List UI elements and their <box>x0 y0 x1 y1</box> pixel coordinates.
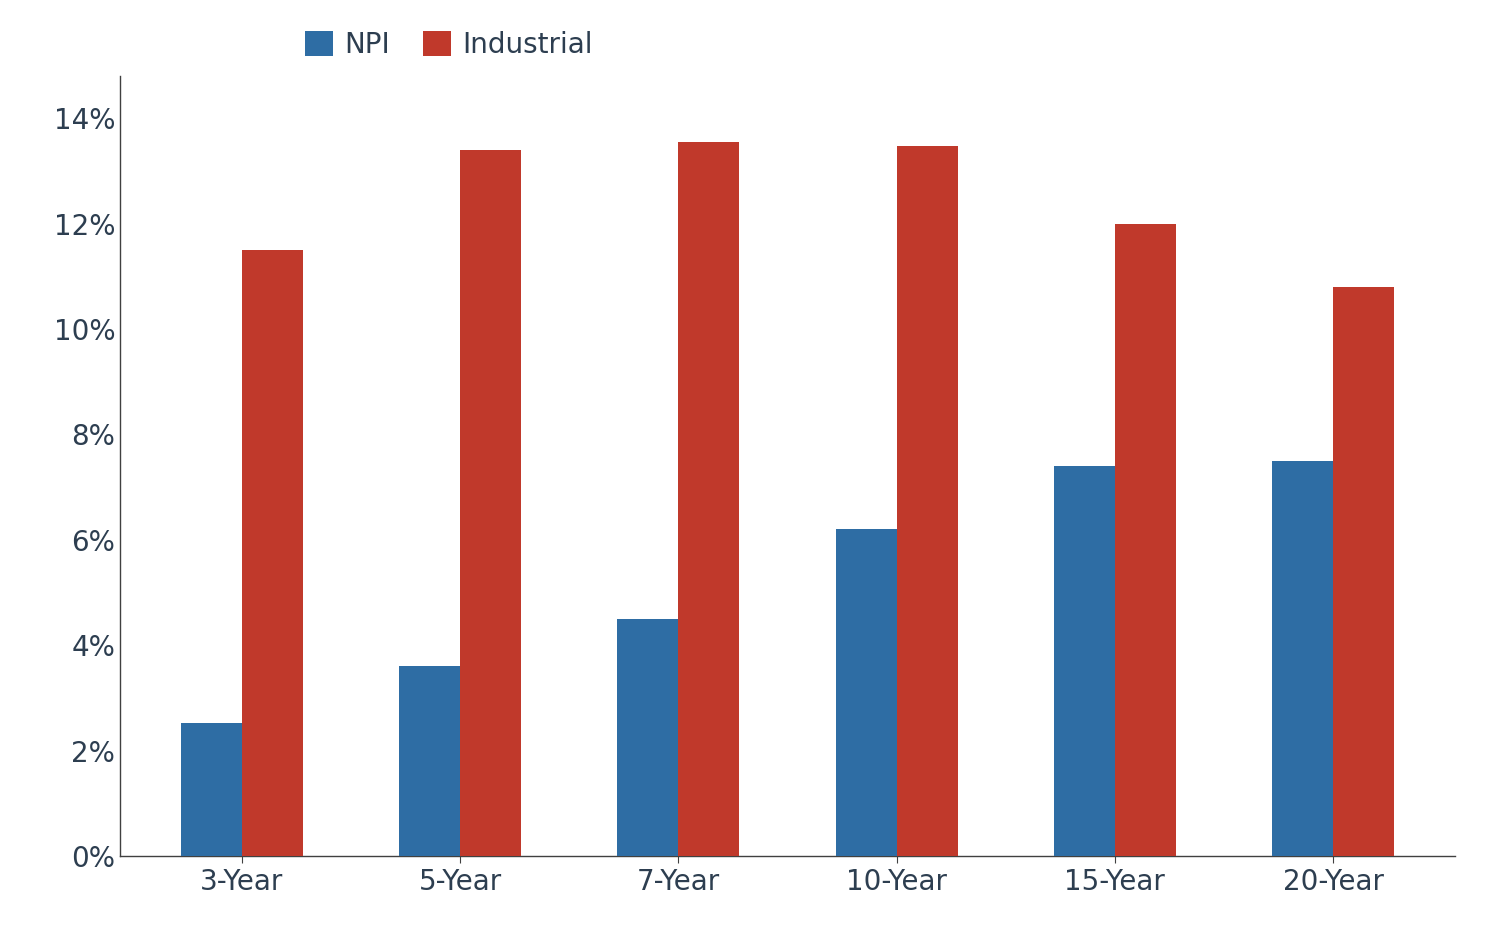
Bar <box>678 142 740 856</box>
Bar <box>836 529 897 856</box>
Bar <box>1334 287 1395 856</box>
Bar <box>460 150 520 856</box>
Bar <box>897 146 958 856</box>
Bar <box>1272 460 1334 856</box>
Bar <box>616 619 678 856</box>
Bar <box>242 250 303 856</box>
Bar <box>1114 223 1176 856</box>
Bar <box>1054 466 1114 856</box>
Bar <box>399 667 460 856</box>
Legend: NPI, Industrial: NPI, Industrial <box>294 20 603 70</box>
Bar <box>180 723 242 856</box>
